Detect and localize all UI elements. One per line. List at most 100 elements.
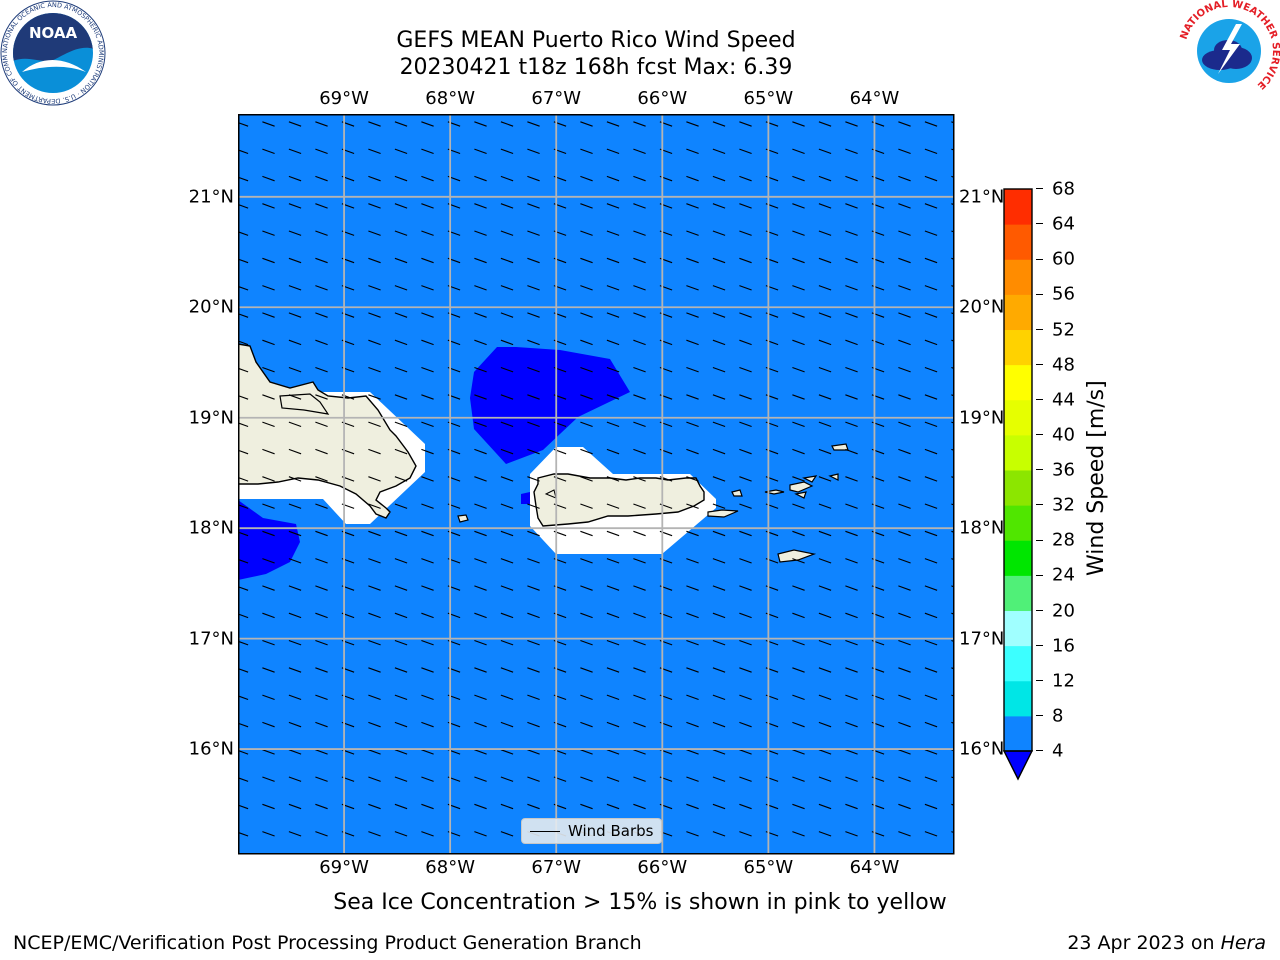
- lat-tick-label-left: 18°N: [188, 517, 234, 539]
- wind-barb: [288, 530, 302, 537]
- wind-speed-map: [238, 114, 955, 855]
- wind-barb: [712, 831, 726, 837]
- lat-tick-label-left: 17°N: [188, 628, 234, 650]
- wind-barb: [368, 121, 381, 127]
- wind-barb: [818, 421, 832, 428]
- wind-barb: [739, 639, 752, 646]
- wind-barb: [368, 530, 381, 537]
- wind-barb: [474, 694, 487, 701]
- wind-barb: [315, 831, 328, 837]
- wind-barb: [368, 476, 381, 482]
- colorbar-tick-mark: [1036, 188, 1043, 190]
- wind-barb: [368, 749, 381, 755]
- wind-barb: [606, 285, 620, 291]
- wind-barb: [712, 721, 726, 728]
- wind-barb: [792, 776, 805, 782]
- wind-barb: [606, 667, 620, 673]
- wind-barb: [421, 694, 434, 701]
- low-wind-area: [470, 347, 630, 464]
- wind-barb: [474, 448, 487, 455]
- lon-tick-label-top: 67°W: [531, 88, 582, 109]
- wind-barb: [739, 558, 752, 564]
- wind-barb: [845, 285, 858, 291]
- wind-barb: [686, 175, 699, 182]
- wind-barb: [527, 230, 540, 236]
- colorbar-tick-label: 48: [1052, 354, 1075, 376]
- wind-barb: [606, 721, 620, 728]
- wind-barb: [238, 476, 249, 482]
- wind-barb: [606, 339, 620, 346]
- wind-barb: [686, 749, 699, 755]
- wind-barb: [924, 667, 938, 673]
- wind-barb: [606, 530, 620, 537]
- wind-barb: [315, 803, 328, 810]
- wind-barb: [686, 121, 699, 127]
- wind-barb: [792, 394, 805, 400]
- wind-barb: [474, 121, 487, 127]
- wind-barb: [818, 285, 832, 291]
- wind-barb: [238, 394, 249, 400]
- wind-barb: [527, 558, 540, 564]
- wind-barb: [500, 121, 514, 127]
- wind-barb: [421, 230, 434, 236]
- wind-barb: [238, 640, 249, 646]
- wind-barb: [315, 421, 328, 428]
- colorbar-tick-mark: [1036, 293, 1043, 295]
- wind-barb: [238, 804, 249, 810]
- wind-barb: [238, 340, 249, 346]
- page-title: GEFS MEAN Puerto Rico Wind Speed: [396, 28, 796, 53]
- wind-barb: [580, 639, 593, 646]
- wind-barb: [262, 366, 275, 373]
- wind-barb: [315, 339, 328, 346]
- wind-barb: [818, 339, 832, 346]
- wind-barb: [712, 366, 726, 373]
- wind-barb: [739, 394, 752, 400]
- wind-barb: [500, 667, 514, 673]
- wind-barb: [288, 721, 302, 728]
- wind-barb: [474, 776, 487, 782]
- wind-barb: [238, 831, 249, 837]
- wind-barb: [686, 148, 699, 155]
- wind-barb: [924, 530, 938, 537]
- nws-logo: NATIONAL WEATHER SERVICE: [1179, 0, 1280, 101]
- wind-barb: [474, 585, 487, 591]
- wind-barb: [288, 366, 302, 373]
- wind-barb: [262, 694, 275, 701]
- wind-barb: [315, 530, 328, 537]
- wind-barb: [845, 558, 858, 564]
- wind-barb: [606, 121, 620, 127]
- footer-date-text: 23 Apr 2023 on: [1067, 932, 1221, 954]
- wind-barb: [818, 366, 832, 373]
- wind-barb: [739, 530, 752, 537]
- wind-barb: [712, 503, 726, 509]
- wind-barb: [262, 749, 275, 755]
- wind-barb: [818, 257, 832, 264]
- wind-barb: [898, 121, 911, 127]
- wind-barb: [315, 503, 328, 509]
- wind-barb: [898, 257, 911, 264]
- wind-barb: [898, 175, 911, 182]
- colorbar-bin: [1004, 259, 1032, 295]
- wind-barb: [633, 339, 646, 346]
- wind-barb: [580, 148, 593, 155]
- wind-barb: [368, 421, 381, 428]
- wind-barb: [527, 476, 540, 482]
- wind-barb: [606, 148, 620, 155]
- wind-barb: [739, 721, 752, 728]
- wind-barb: [527, 803, 540, 810]
- wind-barb: [633, 639, 646, 646]
- wind-barb: [606, 639, 620, 646]
- wind-barb: [238, 449, 249, 455]
- wind-barb: [315, 721, 328, 728]
- virgin-islands-coast: [764, 443, 849, 499]
- wind-barb: [845, 530, 858, 537]
- wind-barb: [686, 366, 699, 373]
- wind-barb: [606, 476, 620, 482]
- wind-barb: [712, 421, 726, 428]
- wind-barb: [818, 776, 832, 782]
- wind-barb: [527, 530, 540, 537]
- wind-barb: [739, 585, 752, 591]
- wind-barb: [315, 558, 328, 564]
- wind-barb: [474, 503, 487, 509]
- wind-barb: [500, 639, 514, 646]
